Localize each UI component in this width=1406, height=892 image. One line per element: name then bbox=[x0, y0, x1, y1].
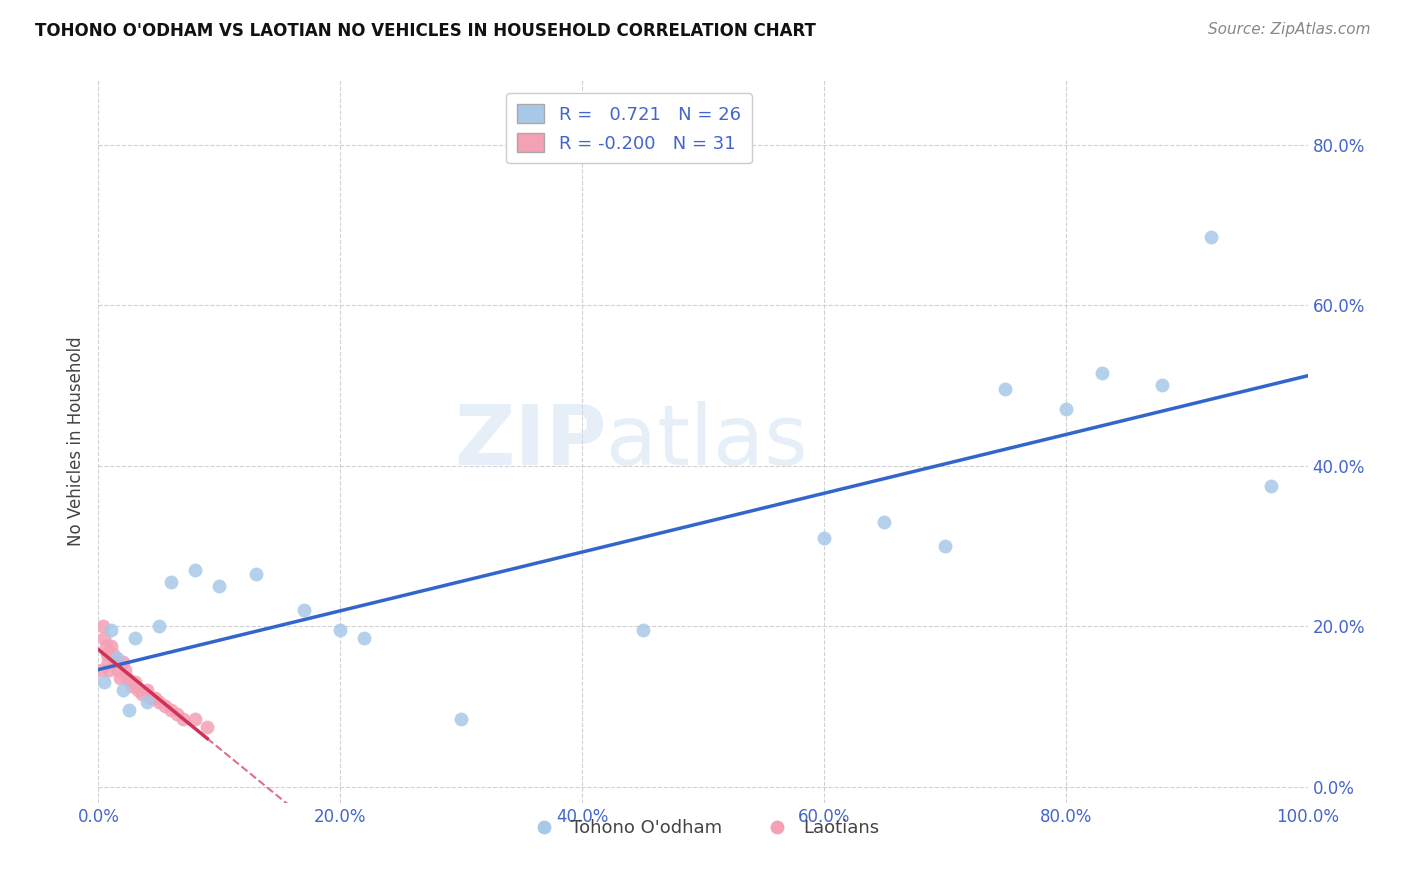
Point bbox=[631, 623, 654, 637]
Text: TOHONO O'ODHAM VS LAOTIAN NO VEHICLES IN HOUSEHOLD CORRELATION CHART: TOHONO O'ODHAM VS LAOTIAN NO VEHICLES IN… bbox=[35, 22, 815, 40]
Point bbox=[143, 691, 166, 706]
Point bbox=[184, 712, 207, 726]
Point bbox=[114, 664, 136, 678]
Point bbox=[118, 675, 141, 690]
Text: atlas: atlas bbox=[606, 401, 808, 482]
Point bbox=[153, 699, 176, 714]
Point bbox=[100, 639, 122, 653]
Point bbox=[105, 655, 128, 669]
Point bbox=[1152, 378, 1174, 392]
Point bbox=[105, 651, 128, 665]
Point bbox=[172, 712, 194, 726]
Point bbox=[292, 603, 315, 617]
Point bbox=[873, 515, 896, 529]
Point bbox=[90, 664, 112, 678]
Point bbox=[148, 696, 170, 710]
Point bbox=[94, 639, 117, 653]
Point bbox=[813, 531, 835, 545]
Point bbox=[118, 703, 141, 717]
Text: Source: ZipAtlas.com: Source: ZipAtlas.com bbox=[1208, 22, 1371, 37]
Point bbox=[934, 539, 956, 553]
Point bbox=[148, 619, 170, 633]
Point bbox=[93, 632, 115, 646]
Point bbox=[101, 648, 124, 662]
Point bbox=[108, 671, 131, 685]
Point bbox=[111, 683, 134, 698]
Point bbox=[1091, 366, 1114, 380]
Point bbox=[166, 707, 188, 722]
Point bbox=[195, 719, 218, 733]
Point bbox=[100, 623, 122, 637]
Point bbox=[208, 579, 231, 593]
Point bbox=[117, 671, 139, 685]
Point bbox=[93, 675, 115, 690]
Point bbox=[139, 691, 162, 706]
Point bbox=[98, 664, 121, 678]
Point bbox=[96, 648, 118, 662]
Point bbox=[245, 567, 267, 582]
Point bbox=[131, 687, 153, 701]
Point bbox=[329, 623, 352, 637]
Legend: Tohono O'odham, Laotians: Tohono O'odham, Laotians bbox=[519, 812, 887, 845]
Point bbox=[1260, 478, 1282, 492]
Point bbox=[111, 655, 134, 669]
Point bbox=[184, 563, 207, 577]
Point bbox=[107, 664, 129, 678]
Point bbox=[994, 382, 1017, 396]
Point bbox=[135, 683, 157, 698]
Point bbox=[124, 675, 146, 690]
Point bbox=[450, 712, 472, 726]
Point bbox=[1199, 229, 1222, 244]
Point bbox=[91, 619, 114, 633]
Point bbox=[160, 574, 183, 589]
Point bbox=[124, 632, 146, 646]
Point bbox=[353, 632, 375, 646]
Point bbox=[135, 696, 157, 710]
Point bbox=[103, 651, 125, 665]
Point bbox=[160, 703, 183, 717]
Y-axis label: No Vehicles in Household: No Vehicles in Household bbox=[66, 336, 84, 547]
Point bbox=[127, 683, 149, 698]
Text: ZIP: ZIP bbox=[454, 401, 606, 482]
Point bbox=[1054, 402, 1077, 417]
Point bbox=[121, 680, 143, 694]
Point bbox=[97, 655, 120, 669]
